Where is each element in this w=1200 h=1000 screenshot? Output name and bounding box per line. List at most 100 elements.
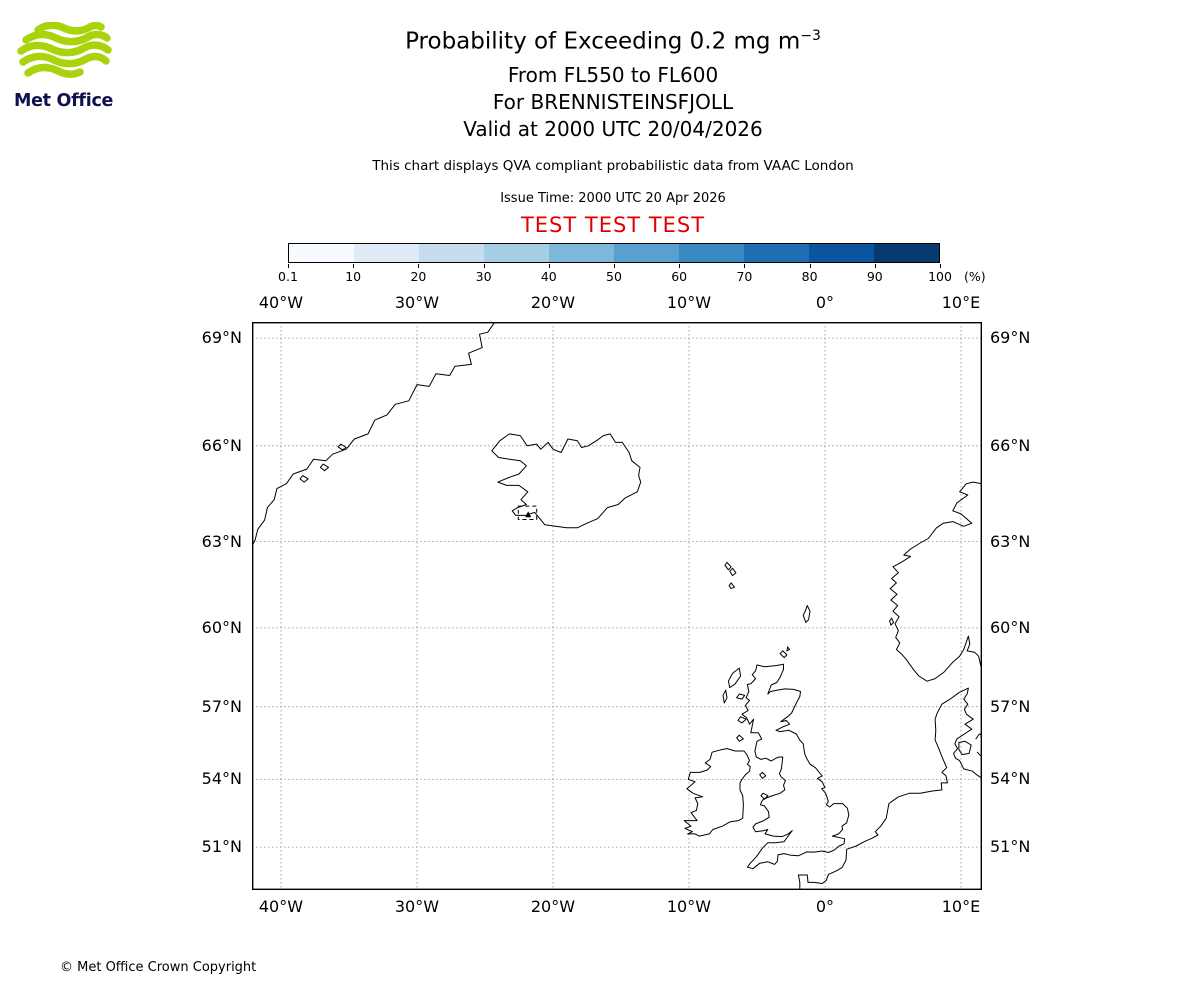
colorbar-segment [679, 244, 744, 262]
volcano-source-box [517, 505, 538, 521]
longitude-label-bottom: 10°E [941, 897, 981, 916]
coastline [889, 481, 982, 682]
latitude-label-left: 63°N [201, 531, 242, 551]
colorbar-tick [809, 264, 811, 268]
longitude-label-top: 20°W [530, 293, 576, 312]
colorbar-tick-label: 100 [928, 269, 952, 284]
coastline [741, 663, 850, 870]
colorbar-tick-label: 80 [801, 269, 818, 284]
colorbar-segment [744, 244, 809, 262]
met-office-logo-text: Met Office [14, 91, 114, 111]
colorbar-tick [288, 264, 289, 268]
colorbar-segment [354, 244, 419, 262]
latitude-label-left: 69°N [201, 328, 242, 348]
colorbar-tick [483, 264, 485, 268]
coastline [319, 463, 330, 472]
longitude-label-top: 30°W [394, 293, 440, 312]
colorbar-tick [679, 264, 681, 268]
colorbar-tick-label: 0.1 [278, 269, 298, 284]
coastline [683, 748, 751, 837]
coastline [797, 687, 982, 890]
coastline [736, 734, 744, 742]
met-office-logo: Met Office [14, 21, 134, 111]
longitude-label-bottom: 0° [815, 897, 835, 916]
colorbar-tick-label: 70 [736, 269, 753, 284]
latitude-label-left: 60°N [201, 617, 242, 637]
latitude-label-left: 66°N [201, 435, 242, 455]
colorbar-segment [289, 244, 354, 262]
colorbar-tick-label: 90 [866, 269, 883, 284]
coastline [802, 605, 811, 623]
colorbar-segment [549, 244, 614, 262]
colorbar-segment [484, 244, 549, 262]
coastline [252, 322, 496, 548]
issue-time: Issue Time: 2000 UTC 20 Apr 2026 [500, 191, 726, 206]
latitude-label-right: 66°N [990, 435, 1031, 455]
colorbar-tick-label: 50 [606, 269, 622, 284]
colorbar-segment [419, 244, 484, 262]
page-title-text: Probability of Exceeding 0.2 mg m [405, 28, 801, 55]
flight-level-subtitle: From FL550 to FL600 [507, 63, 719, 87]
colorbar-tick [940, 264, 941, 268]
longitude-label-bottom: 40°W [258, 897, 304, 916]
coastline [736, 693, 746, 700]
coastline [889, 617, 895, 626]
colorbar-tick-label: 60 [671, 269, 688, 284]
latitude-label-right: 63°N [990, 531, 1031, 551]
volcano-marker-icon [525, 511, 532, 518]
latitude-label-right: 57°N [990, 696, 1031, 716]
test-banner: TEST TEST TEST [520, 213, 706, 237]
longitude-label-bottom: 30°W [394, 897, 440, 916]
qva-note: This chart displays QVA compliant probab… [372, 158, 854, 174]
coastline [727, 667, 742, 689]
coastline [759, 771, 767, 779]
colorbar-segment [614, 244, 679, 262]
probability-colorbar [288, 243, 940, 263]
colorbar-tick [744, 264, 746, 268]
coastline [491, 433, 642, 529]
latitude-label-right: 54°N [990, 769, 1031, 789]
coastline [722, 689, 728, 704]
longitude-label-top: 10°W [666, 293, 712, 312]
coastline [786, 646, 791, 652]
latitude-label-right: 60°N [990, 617, 1031, 637]
met-office-logo-waves [17, 21, 112, 78]
copyright-text: © Met Office Crown Copyright [60, 960, 257, 975]
coastline [760, 792, 769, 800]
colorbar-tick [614, 264, 615, 268]
longitude-label-top: 10°E [941, 293, 981, 312]
latitude-label-left: 51°N [201, 837, 242, 857]
coastline [958, 740, 972, 756]
latitude-label-right: 69°N [990, 328, 1031, 348]
colorbar-tick [418, 264, 420, 268]
colorbar-tick-label: 40 [540, 269, 557, 284]
coastline [299, 475, 309, 483]
colorbar-tick-label: 20 [410, 269, 427, 284]
latitude-label-left: 54°N [201, 769, 242, 789]
valid-time-subtitle: Valid at 2000 UTC 20/04/2026 [463, 117, 763, 141]
colorbar-segment [874, 244, 939, 262]
longitude-label-top: 40°W [258, 293, 304, 312]
coastline [729, 567, 737, 577]
coastline [779, 650, 788, 659]
coastline [724, 561, 732, 571]
map-plot [252, 322, 982, 890]
coastline [728, 582, 735, 590]
colorbar-tick [874, 264, 876, 268]
map-frame [252, 322, 982, 890]
coastline [337, 443, 347, 451]
longitude-label-bottom: 10°W [666, 897, 712, 916]
coastline [737, 716, 747, 724]
colorbar-tick-label: 10 [345, 269, 362, 284]
page-title: Probability of Exceeding 0.2 mg m−3 [13, 28, 1200, 55]
longitude-label-top: 0° [815, 293, 835, 312]
volcano-subtitle: For BRENNISTEINSFJOLL [492, 90, 734, 114]
page-title-exponent: −3 [800, 28, 821, 44]
colorbar-tick [353, 264, 355, 268]
colorbar-tick [548, 264, 550, 268]
colorbar-tick-label: 30 [475, 269, 492, 284]
latitude-label-right: 51°N [990, 837, 1031, 857]
longitude-label-bottom: 20°W [530, 897, 576, 916]
colorbar-segment [809, 244, 874, 262]
